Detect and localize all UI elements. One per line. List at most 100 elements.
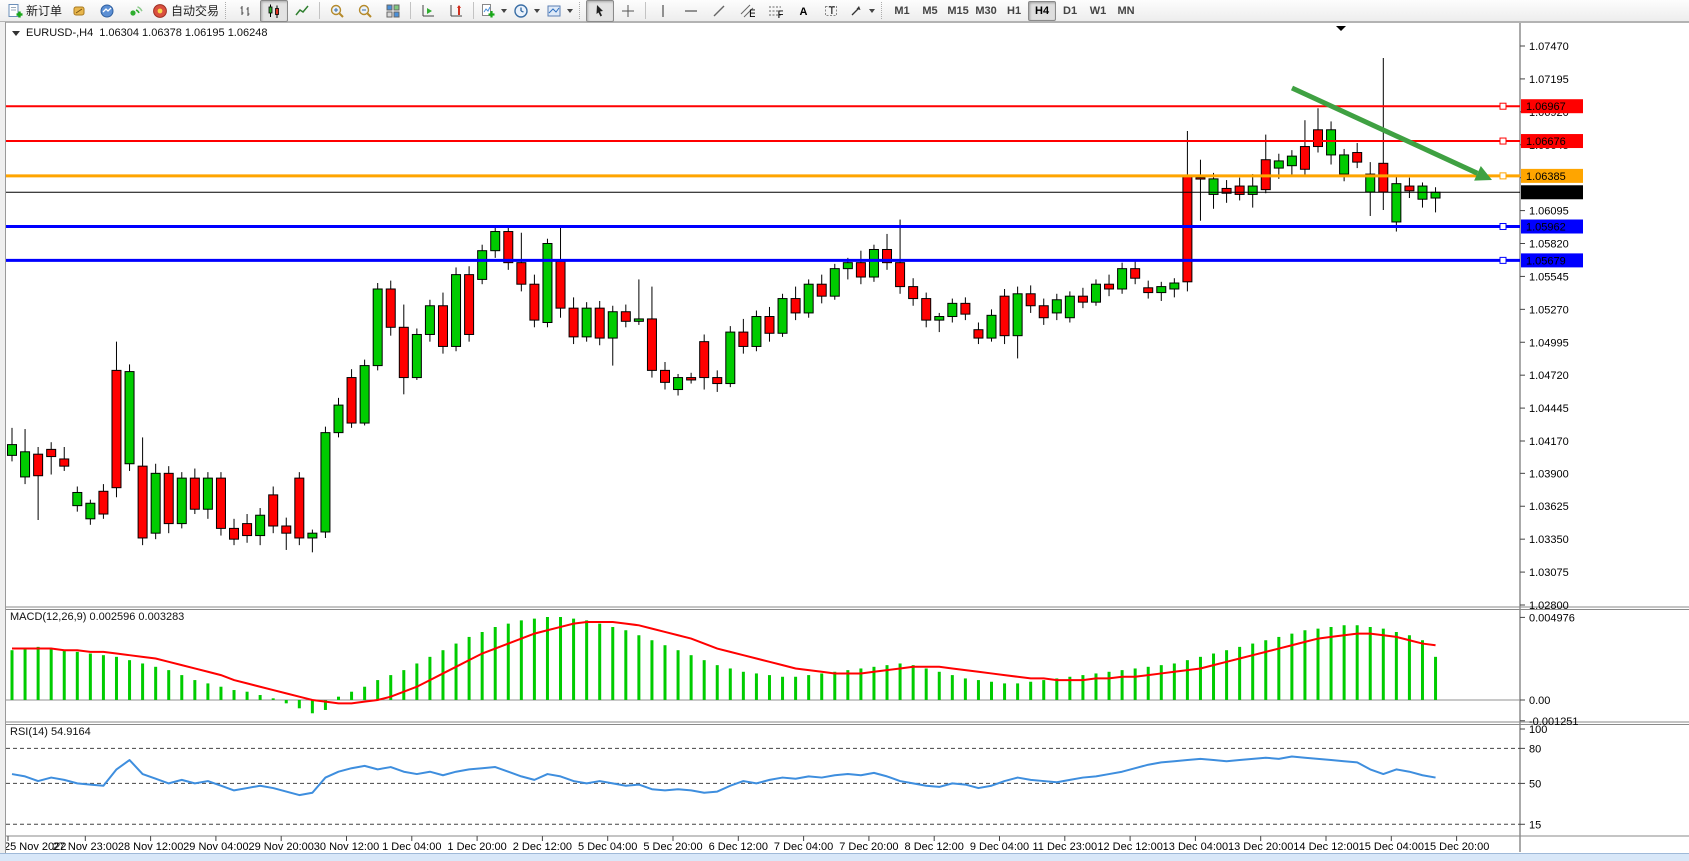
text-tool-button[interactable]: A <box>789 0 817 22</box>
navigator-button[interactable] <box>93 0 121 22</box>
timeframe-m15-button[interactable]: M15 <box>947 4 969 17</box>
text-icon: A <box>800 6 808 18</box>
timeframe-m5-button[interactable]: M5 <box>922 4 938 17</box>
chart-menu-caret-icon[interactable] <box>12 30 20 36</box>
zoom-in-button[interactable] <box>323 0 351 22</box>
shift-marker-icon[interactable] <box>1336 26 1346 31</box>
timeframe-mn-button[interactable]: MN <box>1117 4 1135 17</box>
price-tick-label: 1.03625 <box>1529 501 1569 513</box>
macd-axis-label: -0.001251 <box>1529 716 1579 728</box>
new-order-label: 新订单 <box>26 4 63 18</box>
arrows-dropdown-caret <box>869 8 876 13</box>
rsi-axis-label: 80 <box>1529 743 1541 755</box>
cursor-tool-button[interactable] <box>586 0 615 22</box>
zoom-out-icon <box>358 4 372 18</box>
time-axis-label: 28 Nov 12:00 <box>118 841 183 853</box>
auto-trading-label: 自动交易 <box>171 4 220 18</box>
bar-chart-icon <box>240 5 250 16</box>
level-handle[interactable] <box>1499 102 1507 110</box>
rsi-value: 54.9164 <box>50 726 91 738</box>
market-watch-button[interactable] <box>65 0 93 22</box>
svg-text:T: T <box>829 5 836 17</box>
rsi-axis-label: 50 <box>1529 778 1541 790</box>
channel-tool-button[interactable]: E <box>733 0 761 22</box>
time-axis-label: 27 Nov 23:00 <box>53 841 118 853</box>
price-badge-text: 1.06385 <box>1526 171 1566 183</box>
auto-trading-button[interactable]: 自动交易 <box>149 0 222 22</box>
horizontal-line-tool-button[interactable] <box>677 0 705 22</box>
price-tick-label: 1.04445 <box>1529 403 1569 415</box>
price-badge-text: 1.06248 <box>1526 187 1566 199</box>
chart-shift-button[interactable] <box>442 0 470 22</box>
candlestick-chart-icon <box>268 4 279 18</box>
price-badge-1.06967 <box>1521 99 1583 114</box>
signals-button[interactable] <box>121 0 149 22</box>
price-tick-label: 1.03350 <box>1529 534 1569 546</box>
line-chart-button[interactable] <box>288 0 316 22</box>
chart-frame <box>0 22 1689 861</box>
zoom-out-button[interactable] <box>351 0 379 22</box>
timeframe-h4-button[interactable]: H4 <box>1028 0 1057 21</box>
time-axis-label: 30 Nov 12:00 <box>314 841 379 853</box>
rsi-line <box>11 755 1436 797</box>
level-handle[interactable] <box>1499 256 1507 264</box>
chart-shift-icon <box>450 4 463 16</box>
trend-arrow-line <box>1290 85 1479 176</box>
text-label-tool-button[interactable]: T <box>817 0 845 22</box>
crosshair-icon <box>622 4 635 17</box>
timeframe-m30-button[interactable]: M30 <box>975 4 997 17</box>
price-tick-label: 1.03075 <box>1529 567 1569 579</box>
macd-signal-line <box>12 620 1436 705</box>
timeframe-m1-button[interactable]: M1 <box>894 4 910 17</box>
time-axis-label: 9 Dec 04:00 <box>970 841 1029 853</box>
toolbar-gripper <box>579 2 583 19</box>
vertical-line-tool-button[interactable] <box>649 0 677 22</box>
periods-button[interactable] <box>510 0 543 22</box>
chart-symbol-period: EURUSD-,H4 <box>26 27 94 39</box>
auto-scroll-button[interactable] <box>414 0 442 22</box>
time-axis-label: 12 Dec 12:00 <box>1097 841 1162 853</box>
timeframe-w1-button[interactable]: W1 <box>1089 4 1107 17</box>
templates-dropdown-caret <box>567 8 574 13</box>
time-axis-label: 29 Nov 20:00 <box>248 841 313 853</box>
candlestick-chart-button[interactable] <box>260 0 289 22</box>
templates-button[interactable] <box>543 0 576 22</box>
timeframe-group: M1 M5 M15 M30 H1 H4 D1 W1 MN <box>888 0 1140 21</box>
market-watch-icon <box>73 6 85 15</box>
new-order-button[interactable]: 新订单 <box>4 0 65 22</box>
time-axis-label: 13 Dec 20:00 <box>1228 841 1293 853</box>
svg-text:A: A <box>800 6 808 18</box>
fibonacci-tool-button[interactable]: F <box>761 0 789 22</box>
bar-chart-button[interactable] <box>232 0 260 22</box>
price-badge-1.06248 <box>1521 185 1583 200</box>
price-tick-label: 1.06095 <box>1529 206 1569 218</box>
horizontal-levels-layer[interactable] <box>6 102 1520 264</box>
tile-windows-button[interactable] <box>379 0 407 22</box>
periods-dropdown-caret <box>534 8 541 13</box>
trendline-tool-button[interactable] <box>705 0 733 22</box>
level-handle[interactable] <box>1499 223 1507 231</box>
indicators-dropdown-caret <box>501 8 508 13</box>
time-axis-label: 8 Dec 12:00 <box>905 841 964 853</box>
level-handle[interactable] <box>1499 137 1507 145</box>
price-tick-label: 1.03900 <box>1529 468 1569 480</box>
indicators-button[interactable] <box>477 0 510 22</box>
price-badge-1.06676 <box>1521 134 1583 149</box>
level-handle[interactable] <box>1499 172 1507 180</box>
time-axis-label: 11 Dec 23:00 <box>1032 841 1097 853</box>
fibonacci-icon: F <box>769 6 784 19</box>
timeframe-d1-button[interactable]: D1 <box>1063 4 1078 17</box>
svg-text:F: F <box>778 9 784 19</box>
crosshair-tool-button[interactable] <box>614 0 642 22</box>
time-axis-label: 7 Dec 04:00 <box>774 841 833 853</box>
main-price-panel[interactable] <box>7 57 1441 553</box>
indicators-icon <box>482 3 495 17</box>
trend-arrow-annotation[interactable] <box>1290 85 1492 181</box>
price-badge-text: 1.05679 <box>1526 255 1566 267</box>
arrows-tool-button[interactable] <box>845 0 878 22</box>
price-badge-1.05679 <box>1521 253 1583 268</box>
timeframe-h1-button[interactable]: H1 <box>1007 4 1022 17</box>
rsi-name: RSI(14) <box>10 726 48 738</box>
